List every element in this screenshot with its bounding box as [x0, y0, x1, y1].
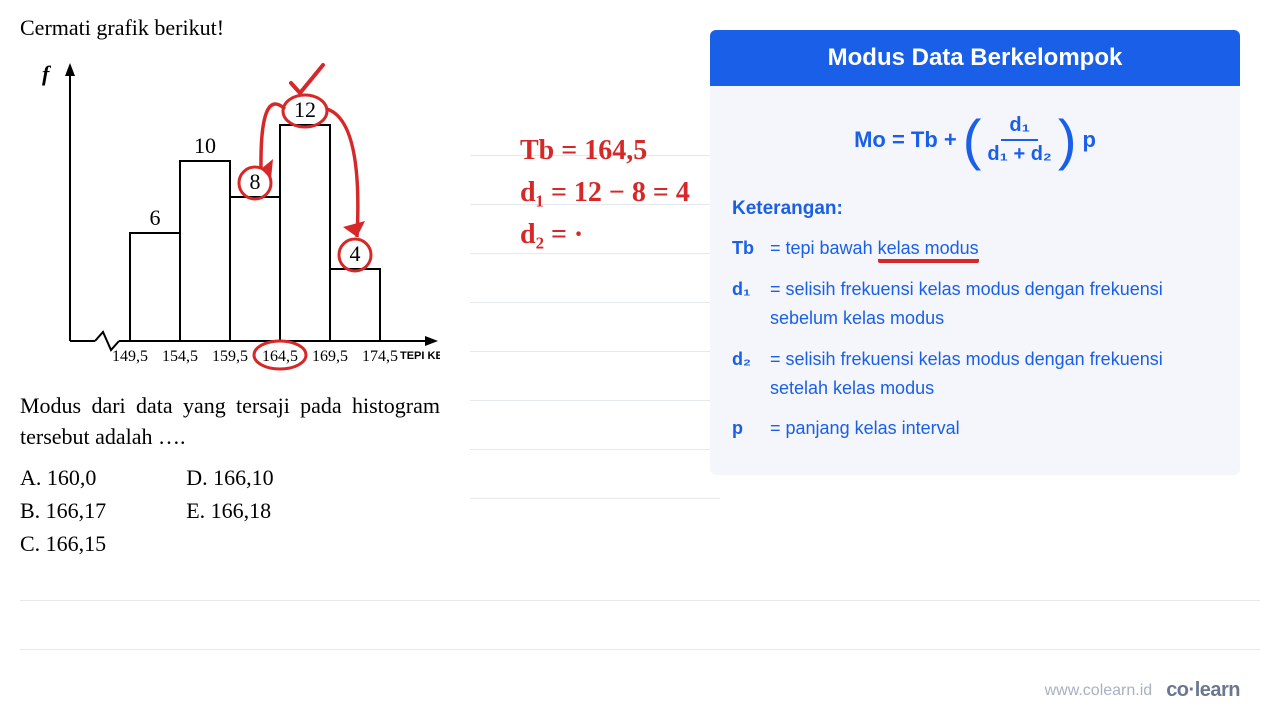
definition-row: d₂= selisih frekuensi kelas modus dengan…	[732, 345, 1218, 403]
option: E. 166,18	[186, 494, 273, 527]
formula-denominator: d₁ + d₂	[987, 141, 1051, 166]
work-line-1: Tb = 164,5	[520, 130, 690, 172]
work-line-2: d₁ = 12 − 8 = 4	[520, 172, 690, 214]
svg-text:6: 6	[150, 205, 161, 230]
svg-text:TEPI KELAS: TEPI KELAS	[400, 350, 440, 362]
answer-options: A. 160,0B. 166,17C. 166,15 D. 166,10E. 1…	[20, 461, 440, 560]
formula-trail: p	[1082, 127, 1095, 153]
definition-row: Tb= tepi bawah kelas modus	[732, 234, 1218, 263]
option: A. 160,0	[20, 461, 106, 494]
svg-text:10: 10	[194, 133, 216, 158]
svg-text:174,5: 174,5	[362, 348, 398, 365]
definition-row: p= panjang kelas interval	[732, 414, 1218, 443]
option: D. 166,10	[186, 461, 273, 494]
svg-text:12: 12	[294, 97, 316, 122]
paren-open: (	[963, 120, 982, 159]
formula-numerator: d₁	[1001, 114, 1038, 141]
keterangan-block: Keterangan: Tb= tepi bawah kelas modus d₁…	[710, 194, 1240, 443]
brand-url: www.colearn.id	[1045, 682, 1153, 700]
panel-title: Modus Data Berkelompok	[710, 30, 1240, 86]
formula-lhs: Mo = Tb +	[854, 127, 957, 153]
svg-text:4: 4	[350, 241, 361, 266]
question-text: Modus dari data yang tersaji pada histog…	[20, 391, 440, 453]
instruction-text: Cermati grafik berikut!	[20, 15, 440, 41]
svg-text:164,5: 164,5	[262, 348, 298, 365]
option: B. 166,17	[20, 494, 106, 527]
svg-text:154,5: 154,5	[162, 348, 198, 365]
question-panel: Cermati grafik berikut! f TEPI KELAS 6 10 8…	[20, 15, 440, 560]
svg-text:f: f	[42, 61, 52, 86]
svg-text:159,5: 159,5	[212, 348, 248, 365]
work-line-3: d₂ = ·	[520, 214, 690, 256]
brand-footer: www.colearn.id co·learn	[1045, 679, 1240, 702]
option: C. 166,15	[20, 527, 106, 560]
svg-text:169,5: 169,5	[312, 348, 348, 365]
definition-row: d₁= selisih frekuensi kelas modus dengan…	[732, 275, 1218, 333]
info-panel: Modus Data Berkelompok Mo = Tb + ( d₁ d₁…	[710, 30, 1240, 475]
formula: Mo = Tb + ( d₁ d₁ + d₂ ) p	[710, 86, 1240, 194]
handwritten-work: Tb = 164,5 d₁ = 12 − 8 = 4 d₂ = ·	[520, 130, 690, 256]
histogram-chart: f TEPI KELAS 6 10 8 12 4 149,5 154,5 159,5 164,5…	[20, 51, 440, 381]
svg-text:149,5: 149,5	[112, 348, 148, 365]
svg-text:8: 8	[250, 169, 261, 194]
paren-close: )	[1058, 120, 1077, 159]
keterangan-title: Keterangan:	[732, 194, 1218, 224]
brand-logo: co·learn	[1166, 679, 1240, 702]
